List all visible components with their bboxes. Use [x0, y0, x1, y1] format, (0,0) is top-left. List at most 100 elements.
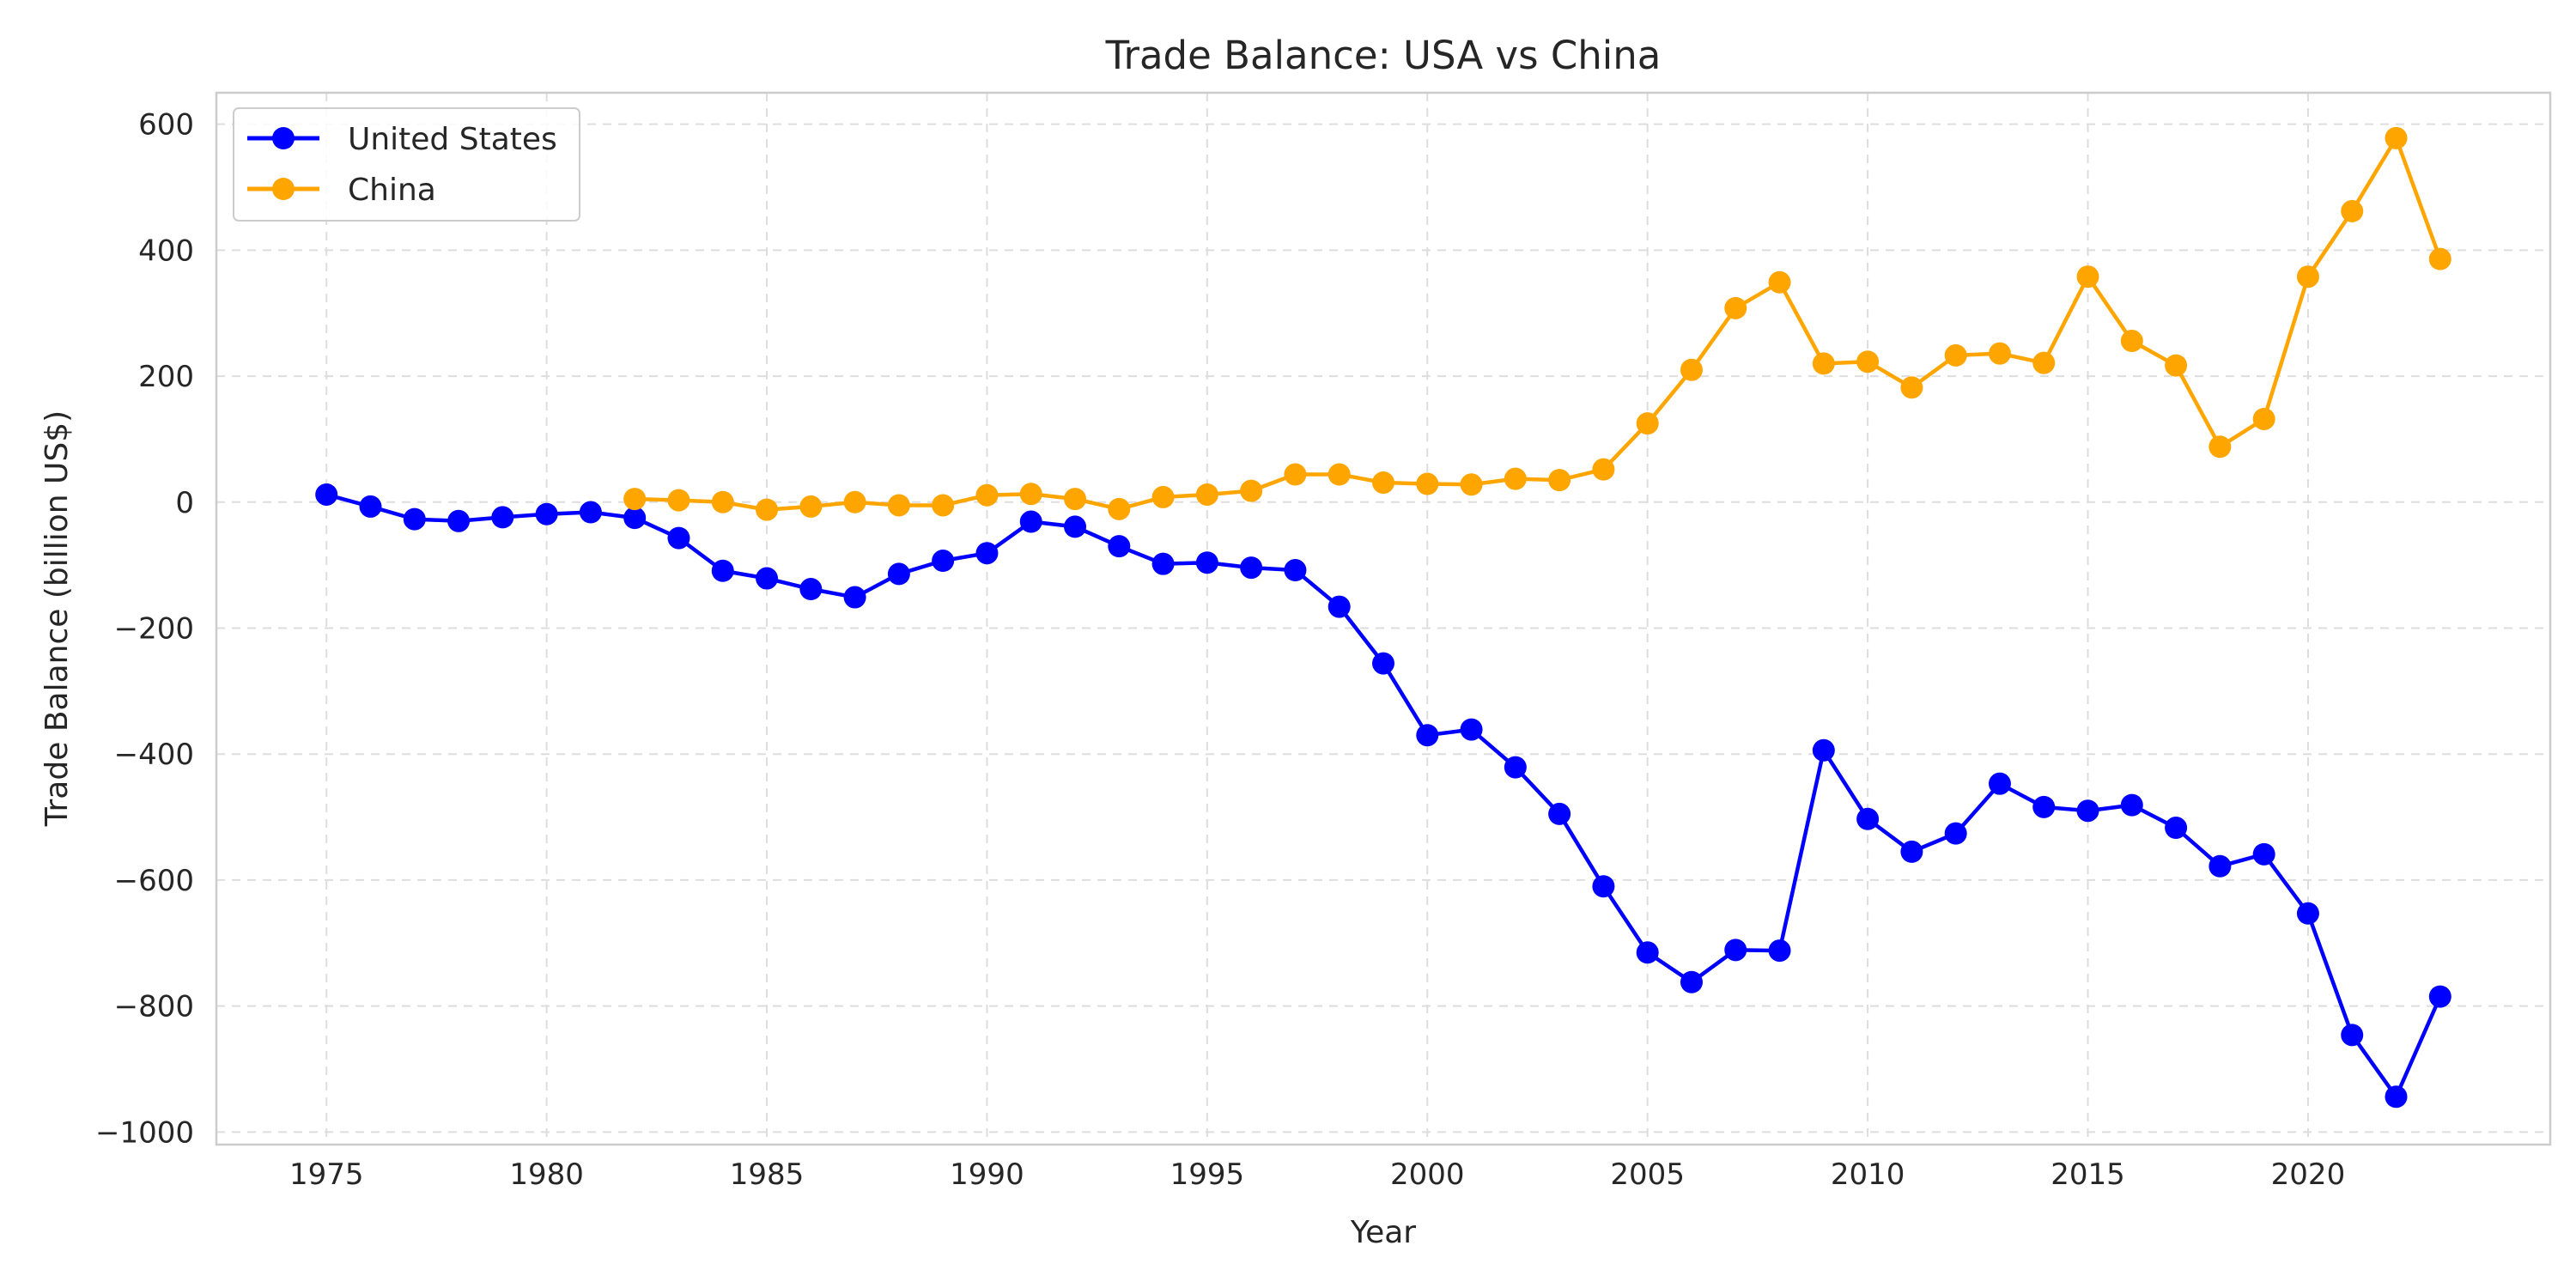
- data-point-china: [2032, 351, 2056, 374]
- data-point-china: [2120, 330, 2143, 353]
- y-axis-ticks: 600 400 200 0 −200 −400 −600 −800 −1000: [95, 108, 194, 1151]
- data-point-china: [1900, 376, 1923, 399]
- data-point-united-states: [623, 507, 647, 530]
- data-point-united-states: [1636, 941, 1659, 964]
- data-point-united-states: [799, 578, 823, 601]
- x-axis-label: Year: [1350, 1215, 1416, 1250]
- data-point-china: [887, 494, 910, 517]
- data-point-united-states: [1327, 595, 1351, 618]
- data-point-united-states: [1416, 724, 1439, 747]
- legend-label-china: China: [348, 173, 436, 208]
- data-point-united-states: [1151, 552, 1175, 575]
- data-point-united-states: [535, 502, 558, 526]
- data-point-united-states: [756, 567, 779, 590]
- data-point-united-states: [1504, 756, 1527, 779]
- y-tick-label: −800: [114, 990, 194, 1024]
- data-point-united-states: [579, 501, 602, 524]
- y-tick-label: 0: [175, 486, 194, 520]
- data-point-united-states: [447, 509, 471, 532]
- legend-marker-china: [272, 178, 295, 200]
- data-point-china: [1504, 467, 1527, 490]
- data-point-united-states: [359, 495, 382, 518]
- data-point-united-states: [1195, 551, 1218, 574]
- series-lines: [315, 126, 2451, 1109]
- data-point-china: [623, 488, 647, 511]
- data-point-united-states: [2032, 795, 2056, 818]
- data-point-united-states: [2120, 793, 2143, 817]
- series-line-china: [635, 136, 2442, 512]
- data-point-china: [1327, 463, 1351, 486]
- grid: [216, 93, 2550, 1145]
- data-point-china: [2385, 126, 2408, 149]
- data-point-china: [1284, 463, 1307, 486]
- data-point-united-states: [2165, 817, 2188, 840]
- data-point-china: [1019, 483, 1042, 506]
- data-point-china: [2076, 265, 2099, 289]
- data-point-china: [1636, 412, 1659, 435]
- data-point-united-states: [711, 559, 734, 582]
- data-point-united-states: [1812, 738, 1835, 762]
- y-axis-label: Trade Balance (billion US$): [39, 410, 75, 827]
- data-point-united-states: [2076, 799, 2099, 823]
- data-point-china: [1108, 497, 1131, 520]
- x-tick-label: 1990: [950, 1157, 1024, 1192]
- series-china: [623, 126, 2451, 521]
- data-point-china: [1460, 473, 1483, 496]
- x-tick-label: 2000: [1390, 1157, 1465, 1192]
- y-tick-label: −200: [114, 612, 194, 647]
- data-point-china: [1151, 485, 1175, 508]
- data-point-china: [1240, 479, 1263, 502]
- data-point-united-states: [2208, 854, 2232, 878]
- y-tick-label: −1000: [95, 1115, 194, 1150]
- x-tick-label: 2010: [1831, 1157, 1905, 1192]
- data-point-united-states: [1900, 840, 1923, 863]
- data-point-united-states: [491, 506, 514, 529]
- data-point-united-states: [2385, 1085, 2408, 1109]
- data-point-united-states: [1108, 535, 1131, 558]
- data-point-united-states: [1372, 652, 1394, 675]
- data-point-united-states: [2296, 902, 2319, 925]
- data-point-china: [1944, 343, 1967, 367]
- data-point-united-states: [887, 562, 910, 586]
- data-point-china: [756, 498, 779, 521]
- data-point-united-states: [1460, 718, 1483, 741]
- data-point-china: [2165, 354, 2188, 377]
- data-point-united-states: [975, 542, 999, 565]
- legend-box: [233, 107, 580, 222]
- data-point-united-states: [1284, 559, 1307, 582]
- series-united-states: [315, 483, 2451, 1109]
- x-axis-ticks: 1975 1980 1985 1990 1995 2000 2005 2010 2015 2020: [289, 1157, 2345, 1192]
- data-point-united-states: [932, 550, 955, 573]
- data-point-china: [1372, 471, 1394, 495]
- data-point-china: [1856, 350, 1880, 374]
- data-point-china: [1416, 472, 1439, 495]
- y-tick-label: −400: [114, 738, 194, 772]
- x-tick-label: 1995: [1170, 1157, 1245, 1192]
- data-point-china: [2428, 247, 2451, 270]
- y-tick-label: 600: [138, 108, 194, 143]
- data-point-united-states: [667, 526, 690, 550]
- data-point-united-states: [1944, 822, 1967, 845]
- x-tick-label: 2015: [2050, 1157, 2125, 1192]
- data-point-china: [711, 490, 734, 513]
- data-point-united-states: [2252, 842, 2275, 866]
- data-point-united-states: [1768, 939, 1791, 963]
- data-point-china: [1724, 296, 1747, 319]
- data-point-united-states: [1019, 510, 1042, 533]
- data-point-united-states: [1548, 802, 1571, 825]
- data-point-united-states: [1724, 939, 1747, 962]
- data-point-china: [799, 495, 823, 518]
- data-point-united-states: [1856, 807, 1880, 830]
- data-point-china: [1548, 469, 1571, 492]
- data-point-china: [1812, 352, 1835, 375]
- data-point-united-states: [1240, 556, 1263, 580]
- data-point-china: [1988, 342, 2011, 365]
- chart-title: Trade Balance: USA vs China: [1105, 33, 1662, 78]
- legend-marker-united-states: [272, 127, 295, 149]
- data-point-united-states: [315, 483, 338, 506]
- data-point-china: [667, 489, 690, 512]
- data-point-united-states: [1064, 515, 1087, 538]
- data-point-united-states: [403, 507, 426, 531]
- data-point-united-states: [2341, 1024, 2364, 1047]
